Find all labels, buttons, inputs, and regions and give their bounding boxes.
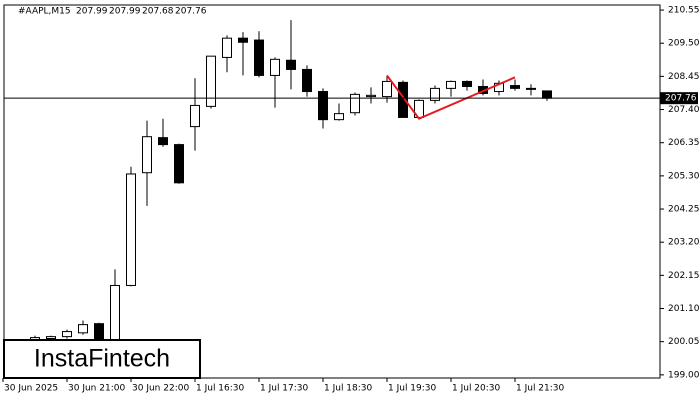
y-tick-label: 205.30	[668, 171, 700, 181]
y-tick-label: 207.40	[668, 105, 700, 115]
x-tick-label: 1 Jul 20:30	[452, 384, 501, 394]
y-tick-label: 201.10	[668, 304, 700, 314]
candle-body	[398, 81, 408, 118]
candle-body	[286, 59, 296, 70]
candle-body	[318, 91, 328, 121]
x-tick-label: 1 Jul 16:30	[196, 384, 245, 394]
candle-body	[46, 336, 56, 340]
candle-body	[382, 80, 392, 98]
logo-box	[3, 339, 201, 379]
y-tick-label: 208.45	[668, 72, 700, 82]
plot-frame	[3, 4, 661, 379]
candle-body	[334, 113, 344, 121]
x-tick-label: 1 Jul 18:30	[324, 384, 373, 394]
candle-body	[526, 87, 536, 90]
candle-body	[190, 104, 200, 128]
candle-body	[238, 37, 248, 43]
y-tick-label: 204.25	[668, 205, 700, 215]
candle-body	[62, 331, 72, 338]
candle-body	[542, 90, 552, 99]
price-label-box	[660, 92, 698, 105]
chart-title: #AAPL,M15	[18, 7, 71, 17]
y-tick-label: 210.55	[668, 6, 700, 16]
candle-body	[446, 80, 456, 89]
header-low: 207.68	[142, 7, 174, 17]
candle-body	[94, 323, 104, 343]
candle-body	[350, 93, 360, 114]
candle-body	[254, 39, 264, 76]
candle-body	[174, 144, 184, 184]
candle-body	[126, 173, 136, 286]
y-tick-label: 202.15	[668, 271, 700, 281]
header-close: 207.76	[175, 7, 207, 17]
y-tick-label: 199.00	[668, 370, 700, 380]
y-tick-label: 200.05	[668, 337, 700, 347]
x-tick-label: 1 Jul 19:30	[388, 384, 437, 394]
candle-body	[430, 87, 440, 101]
candle-body	[302, 68, 312, 93]
x-tick-label: 1 Jul 17:30	[260, 384, 309, 394]
candle-body	[78, 324, 88, 334]
x-tick-label: 30 Jun 21:00	[68, 384, 125, 394]
x-tick-label: 1 Jul 21:30	[516, 384, 565, 394]
y-tick-label: 206.35	[668, 138, 700, 148]
y-tick-label: 203.20	[668, 238, 700, 248]
candle-body	[142, 136, 152, 174]
price-label: 207.76	[665, 94, 697, 104]
x-tick-label: 30 Jun 22:00	[132, 384, 189, 394]
pattern-line	[386, 74, 516, 120]
candle-body	[366, 94, 376, 98]
candle-body	[206, 55, 216, 107]
x-tick-label: 30 Jun 2025	[4, 384, 58, 394]
candle-body	[110, 284, 120, 343]
y-tick-label: 209.50	[668, 39, 700, 49]
candle-body	[270, 58, 280, 76]
candle-body	[158, 137, 168, 146]
logo: InstaFintech	[34, 345, 170, 373]
header-open: 207.99	[76, 7, 108, 17]
header-high: 207.99	[109, 7, 141, 17]
candle-body	[222, 37, 232, 58]
plot-area	[4, 20, 552, 347]
candle-body	[510, 85, 520, 89]
candle-body	[462, 80, 472, 87]
